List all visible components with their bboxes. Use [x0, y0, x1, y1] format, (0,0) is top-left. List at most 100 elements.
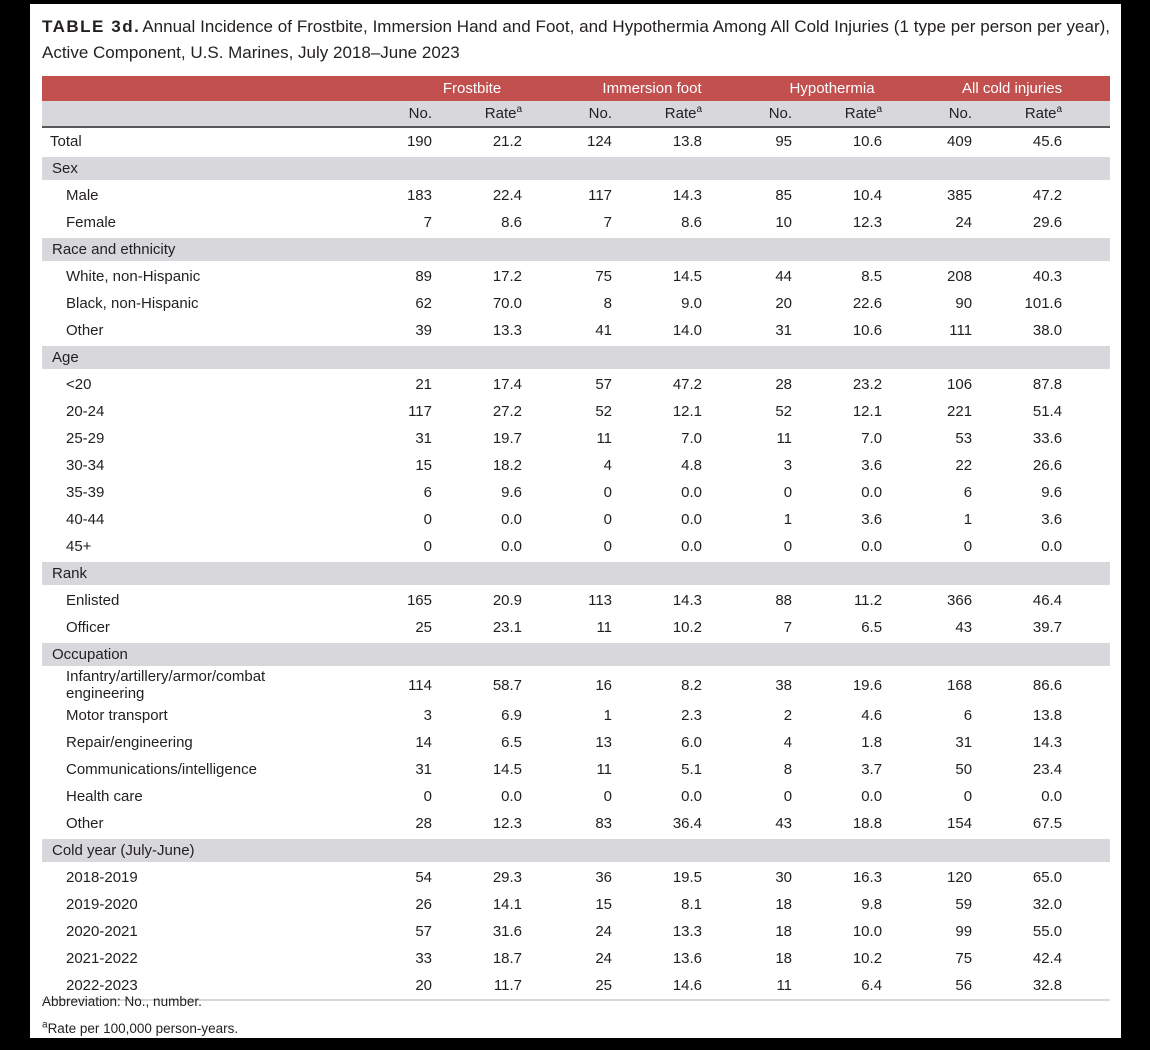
data-cell: 9.0 — [614, 290, 705, 317]
data-cell: 7.0 — [794, 425, 885, 452]
data-cell: 38 — [704, 668, 795, 702]
data-cell: 11 — [524, 756, 615, 783]
section-label: Rank — [42, 560, 1111, 587]
data-cell: 8 — [704, 756, 795, 783]
row-label: Black, non-Hispanic — [42, 290, 344, 317]
column-header-rate: Ratea — [974, 101, 1065, 128]
data-cell: 0.0 — [434, 533, 525, 560]
row-label: 30-34 — [42, 452, 344, 479]
row-spacer — [1064, 371, 1111, 398]
data-cell: 1 — [704, 506, 795, 533]
data-cell: 85 — [704, 182, 795, 209]
data-cell: 27.2 — [434, 398, 525, 425]
data-cell: 4 — [704, 729, 795, 756]
data-cell: 21 — [344, 371, 434, 398]
table-row-health-care: Health care 0 0.0 0 0.0 0 0.0 0 0.0 — [42, 783, 1111, 810]
data-cell: 3.6 — [794, 452, 885, 479]
data-cell: 111 — [884, 317, 975, 344]
data-cell: 10.0 — [794, 918, 885, 945]
row-spacer — [1064, 209, 1111, 236]
data-cell: 57 — [344, 918, 434, 945]
row-label: White, non-Hispanic — [42, 263, 344, 290]
data-cell: 59 — [884, 891, 975, 918]
table-row-black-non-hispanic: Black, non-Hispanic 62 70.0 8 9.0 20 22.6 90 101… — [42, 290, 1111, 317]
row-spacer — [1064, 891, 1111, 918]
group-header-all-cold-injuries: All cold injuries — [884, 76, 1065, 101]
data-cell: 51.4 — [974, 398, 1065, 425]
data-cell: 18 — [704, 918, 795, 945]
data-cell: 0 — [344, 533, 434, 560]
data-cell: 10.4 — [794, 182, 885, 209]
row-label: 20-24 — [42, 398, 344, 425]
data-cell: 9.6 — [974, 479, 1065, 506]
data-cell: 36 — [524, 864, 615, 891]
data-cell: 26.6 — [974, 452, 1065, 479]
data-cell: 221 — [884, 398, 975, 425]
data-cell: 0 — [704, 533, 795, 560]
table-row-total: Total 190 21.2 124 13.8 95 10.6 409 45.6 — [42, 128, 1111, 155]
data-cell: 16.3 — [794, 864, 885, 891]
row-spacer — [1064, 668, 1111, 702]
data-cell: 6.0 — [614, 729, 705, 756]
row-spacer — [1064, 783, 1111, 810]
row-spacer — [1064, 398, 1111, 425]
data-cell: 50 — [884, 756, 975, 783]
column-header-no: No. — [524, 101, 615, 128]
data-cell: 0 — [704, 783, 795, 810]
data-cell: 20.9 — [434, 587, 525, 614]
table-title: TABLE 3d. Annual Incidence of Frostbite, … — [42, 14, 1110, 66]
data-cell: 0 — [884, 533, 975, 560]
section-row-rank: Rank — [42, 560, 1111, 587]
table-row-20-24: 20-24 117 27.2 52 12.1 52 12.1 221 51.4 — [42, 398, 1111, 425]
data-cell: 33.6 — [974, 425, 1065, 452]
data-cell: 7 — [524, 209, 615, 236]
data-cell: 46.4 — [974, 587, 1065, 614]
row-label: Health care — [42, 783, 344, 810]
data-cell: 24 — [524, 945, 615, 972]
row-spacer — [1064, 864, 1111, 891]
data-cell: 45.6 — [974, 128, 1065, 155]
data-cell: 0 — [524, 506, 615, 533]
row-spacer — [1064, 290, 1111, 317]
data-cell: 86.6 — [974, 668, 1065, 702]
data-cell: 11.2 — [794, 587, 885, 614]
rate-superscript: a — [1056, 104, 1063, 115]
footnote-rate-superscript: a — [42, 1019, 48, 1031]
column-header-rate: Ratea — [614, 101, 705, 128]
data-cell: 52 — [524, 398, 615, 425]
group-header-hypothermia: Hypothermia — [704, 76, 885, 101]
data-cell: 11.7 — [434, 972, 525, 1001]
data-cell: 8.6 — [614, 209, 705, 236]
data-cell: 6 — [344, 479, 434, 506]
data-cell: 15 — [344, 452, 434, 479]
row-spacer — [1064, 972, 1111, 1001]
data-cell: 33 — [344, 945, 434, 972]
data-cell: 29.3 — [434, 864, 525, 891]
footnotes: Abbreviation: No., number. aRate per 100… — [42, 994, 238, 1037]
row-spacer — [1064, 587, 1111, 614]
data-cell: 65.0 — [974, 864, 1065, 891]
data-cell: 19.5 — [614, 864, 705, 891]
data-cell: 4.6 — [794, 702, 885, 729]
incidence-table: Frostbite Immersion foot Hypothermia All co… — [42, 76, 1111, 1001]
data-cell: 11 — [704, 972, 795, 1001]
data-cell: 7 — [704, 614, 795, 641]
data-cell: 87.8 — [974, 371, 1065, 398]
data-cell: 95 — [704, 128, 795, 155]
data-cell: 29.6 — [974, 209, 1065, 236]
data-cell: 43 — [884, 614, 975, 641]
data-cell: 17.4 — [434, 371, 525, 398]
data-cell: 0.0 — [614, 479, 705, 506]
column-header-rate: Ratea — [794, 101, 885, 128]
data-cell: 208 — [884, 263, 975, 290]
data-cell: 17.2 — [434, 263, 525, 290]
data-cell: 75 — [524, 263, 615, 290]
column-header-rate-text: Rate — [484, 105, 517, 122]
data-cell: 14.5 — [434, 756, 525, 783]
data-cell: 0.0 — [434, 783, 525, 810]
data-cell: 2.3 — [614, 702, 705, 729]
data-cell: 0.0 — [974, 783, 1065, 810]
row-spacer — [1064, 317, 1111, 344]
data-cell: 0.0 — [794, 783, 885, 810]
data-cell: 47.2 — [974, 182, 1065, 209]
